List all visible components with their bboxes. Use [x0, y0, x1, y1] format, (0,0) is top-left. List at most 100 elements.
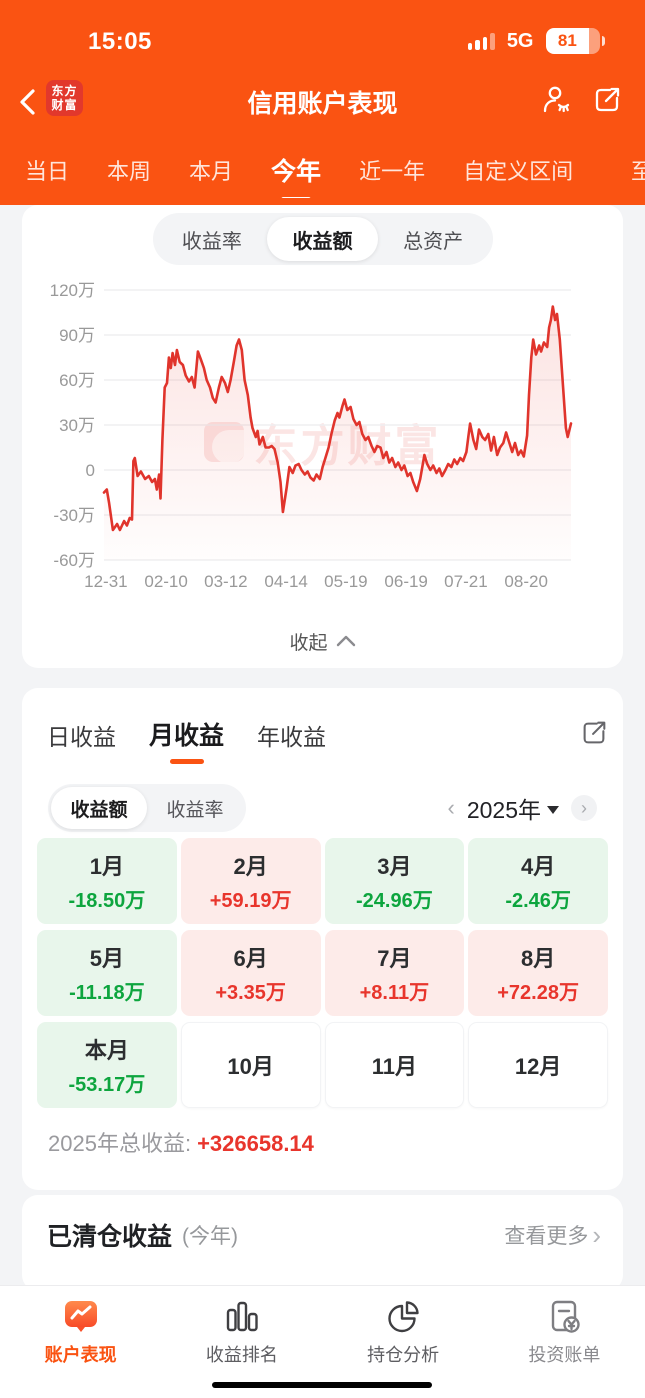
- mode-option[interactable]: 收益额: [51, 787, 147, 829]
- month-value: +3.35万: [215, 982, 286, 1004]
- month-cell[interactable]: 8月 +72.28万: [468, 930, 608, 1016]
- svg-text:02-10: 02-10: [144, 572, 187, 591]
- range-tab-5[interactable]: 近一年: [359, 159, 426, 184]
- page-title: 信用账户表现: [247, 90, 398, 118]
- caret-down-icon: [547, 805, 559, 814]
- svg-text:07-21: 07-21: [444, 572, 487, 591]
- month-cell[interactable]: 11月: [324, 1022, 465, 1108]
- metric-toggle: 收益率 收益额 总资产: [152, 213, 493, 265]
- month-label: 1月: [89, 854, 124, 879]
- svg-text:90万: 90万: [59, 326, 95, 345]
- monthly-profit-grid: 1月 -18.50万 2月 +59.19万 3月 -24.96万 4月 -2.46万 5月 -11…: [37, 838, 608, 1108]
- month-label: 5月: [89, 946, 124, 971]
- mode-option[interactable]: 收益率: [166, 799, 224, 821]
- back-button[interactable]: [16, 88, 40, 116]
- period-tab[interactable]: 月收益: [149, 716, 224, 756]
- month-cell[interactable]: 6月 +3.35万: [180, 930, 321, 1016]
- total-row: 2025年总收益: +326658.14: [48, 1126, 314, 1158]
- collapse-chart-button[interactable]: 收起: [22, 626, 623, 656]
- month-value: -2.46万: [505, 890, 571, 912]
- year-dropdown[interactable]: 2025年: [467, 791, 559, 825]
- month-label: 7月: [377, 946, 412, 971]
- profit-line-chart[interactable]: 120万 90万 60万 30万 0 -30万 -60万 12-31 02-10 03-12 04…: [22, 205, 623, 625]
- status-time: 15:05: [88, 28, 152, 55]
- month-value: +8.11万: [359, 982, 430, 1004]
- cellular-signal-icon: [467, 32, 495, 50]
- cleared-period: (今年): [182, 1225, 239, 1248]
- privacy-eye-person-icon[interactable]: [541, 84, 573, 116]
- month-label: 10月: [227, 1054, 274, 1079]
- cleared-profit-card: 已清仓收益 (今年) 查看更多 ›: [22, 1195, 623, 1291]
- cleared-title: 已清仓收益: [47, 1223, 173, 1251]
- month-value: -53.17万: [68, 1074, 146, 1096]
- svg-text:0: 0: [86, 461, 95, 480]
- period-tabs: 日收益 月收益 年收益: [47, 716, 326, 756]
- battery-icon: 81: [545, 28, 600, 54]
- svg-text:-60万: -60万: [53, 551, 95, 570]
- metric-option[interactable]: 收益率: [181, 230, 242, 253]
- svg-text:06-19: 06-19: [384, 572, 427, 591]
- range-tab-6[interactable]: 自定义区间: [463, 159, 574, 184]
- month-cell[interactable]: 2月 +59.19万: [180, 838, 321, 924]
- month-value: -11.18万: [69, 982, 145, 1004]
- period-tab[interactable]: 日收益: [47, 724, 116, 750]
- svg-text:60万: 60万: [59, 371, 95, 390]
- year-label: 2025年: [466, 797, 541, 823]
- metric-option[interactable]: 总资产: [403, 230, 464, 253]
- month-cell[interactable]: 4月 -2.46万: [468, 838, 608, 924]
- month-cell[interactable]: 10月: [180, 1022, 321, 1108]
- month-cell[interactable]: 12月: [468, 1022, 608, 1108]
- trend-icon: [64, 1300, 97, 1332]
- bill-icon: [552, 1300, 581, 1333]
- range-tab-3[interactable]: 本月: [189, 159, 234, 184]
- home-indicator[interactable]: [212, 1382, 432, 1388]
- month-cell[interactable]: 本月 -53.17万: [37, 1022, 177, 1108]
- view-more-link[interactable]: 查看更多 ›: [504, 1220, 601, 1250]
- range-tab-1[interactable]: 当日: [25, 159, 70, 184]
- svg-text:30万: 30万: [59, 416, 95, 435]
- month-label: 4月: [521, 854, 556, 879]
- prev-year-chevron[interactable]: ‹: [447, 795, 455, 820]
- svg-text:08-20: 08-20: [504, 572, 547, 591]
- month-cell[interactable]: 7月 +8.11万: [324, 930, 465, 1016]
- svg-text:04-14: 04-14: [264, 572, 307, 591]
- tab-profit-ranking[interactable]: 收益排名: [161, 1286, 322, 1378]
- month-label: 6月: [233, 946, 268, 971]
- month-value: -18.50万: [68, 890, 146, 912]
- year-selector: ‹ 2025年 ›: [447, 784, 597, 832]
- month-cell[interactable]: 5月 -11.18万: [37, 930, 177, 1016]
- share-section-icon[interactable]: [579, 718, 609, 748]
- month-label: 3月: [377, 854, 412, 879]
- range-tab-2[interactable]: 本周: [107, 159, 152, 184]
- month-cell[interactable]: 1月 -18.50万: [37, 838, 177, 924]
- status-bar: 15:05 5G 81: [0, 22, 645, 62]
- month-value: +72.28万: [497, 982, 579, 1004]
- nav-bar: 东方 财富 信用账户表现: [0, 78, 645, 126]
- month-value: -24.96万: [356, 890, 433, 912]
- period-tab[interactable]: 年收益: [257, 724, 327, 750]
- total-value: +326658.14: [197, 1131, 314, 1156]
- tab-account-performance[interactable]: 账户表现: [0, 1286, 161, 1378]
- month-label: 12月: [514, 1054, 562, 1079]
- month-cell[interactable]: 3月 -24.96万: [324, 838, 465, 924]
- header-background: 15:05 5G 81 东方 财富 信用账户表现: [0, 0, 645, 205]
- month-label: 2月: [233, 854, 268, 879]
- collapse-label: 收起: [289, 632, 328, 654]
- share-icon[interactable]: [591, 84, 623, 116]
- tab-position-analysis[interactable]: 持仓分析: [323, 1286, 484, 1378]
- month-label: 本月: [84, 1038, 129, 1063]
- svg-text:-30万: -30万: [53, 506, 95, 525]
- svg-text:120万: 120万: [50, 281, 95, 300]
- range-tab-7[interactable]: 至: [630, 159, 645, 184]
- range-tab-4[interactable]: 今年: [271, 152, 321, 188]
- svg-text:12-31: 12-31: [84, 572, 127, 591]
- date-range-tabs: 当日 本周 本月 今年 近一年 自定义区间 至: [0, 142, 645, 198]
- next-year-chevron[interactable]: ›: [571, 795, 597, 821]
- svg-text:03-12: 03-12: [204, 572, 247, 591]
- tab-investment-bill[interactable]: 投资账单: [484, 1286, 645, 1378]
- metric-option[interactable]: 收益额: [267, 217, 378, 261]
- bottom-tab-bar: 账户表现 收益排名 持仓分析: [0, 1285, 645, 1398]
- bar-chart-icon: [226, 1301, 258, 1331]
- month-value: +59.19万: [209, 890, 292, 912]
